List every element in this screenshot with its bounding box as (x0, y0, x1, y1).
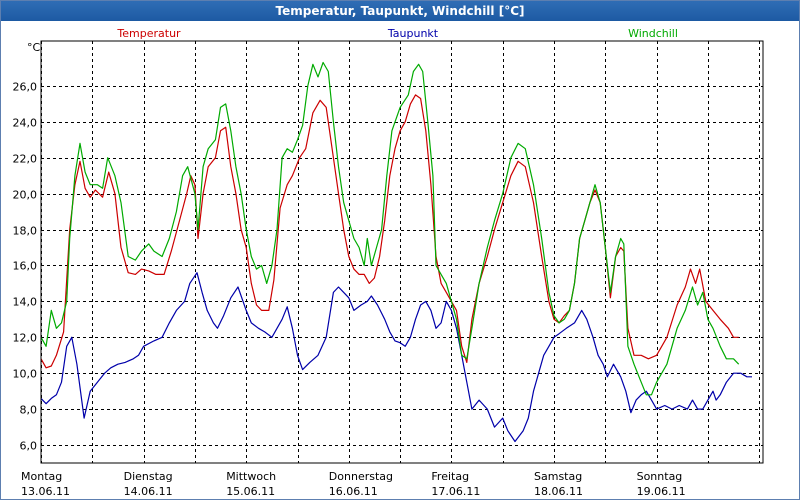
y-tick-label: 26,0 (13, 81, 38, 94)
x-tick-date-label: 16.06.11 (329, 485, 378, 498)
x-tick-day-label: Samstag (534, 470, 582, 483)
plot-border (40, 40, 764, 464)
plot-area (40, 40, 764, 464)
x-tick-day-label: Freitag (431, 470, 469, 483)
x-tick-day-label: Montag (21, 470, 62, 483)
x-tick-day-label: Mittwoch (226, 470, 276, 483)
x-tick-date-label: 19.06.11 (637, 485, 686, 498)
y-axis-label: °C (27, 41, 41, 54)
x-tick-day-label: Donnerstag (329, 470, 393, 483)
y-tick-label: 20,0 (13, 189, 38, 202)
x-tick-date-label: 17.06.11 (431, 485, 480, 498)
y-tick-label: 18,0 (13, 225, 38, 238)
chart-title: Temperatur, Taupunkt, Windchill [°C] (1, 1, 799, 21)
y-tick-label: 12,0 (13, 332, 38, 345)
y-tick-label: 10,0 (13, 368, 38, 381)
y-tick-label: 6,0 (20, 440, 38, 453)
series-line-taupunkt (40, 272, 752, 443)
x-tick-date-label: 15.06.11 (226, 485, 275, 498)
x-tick-date-label: 14.06.11 (124, 485, 173, 498)
y-tick-label: 16,0 (13, 260, 38, 273)
y-tick-label: 24,0 (13, 117, 38, 130)
x-tick-day-label: Sonntag (637, 470, 683, 483)
y-tick-label: 22,0 (13, 153, 38, 166)
series-line-windchill (40, 61, 740, 396)
x-tick-date-label: 18.06.11 (534, 485, 583, 498)
x-tick-date-label: 13.06.11 (21, 485, 70, 498)
legend-item: Taupunkt (387, 27, 439, 40)
y-tick-label: 8,0 (20, 404, 38, 417)
x-tick-day-label: Dienstag (124, 470, 173, 483)
legend-item: Windchill (628, 27, 678, 40)
legend-item: Temperatur (116, 27, 181, 40)
y-tick-label: 14,0 (13, 296, 38, 309)
